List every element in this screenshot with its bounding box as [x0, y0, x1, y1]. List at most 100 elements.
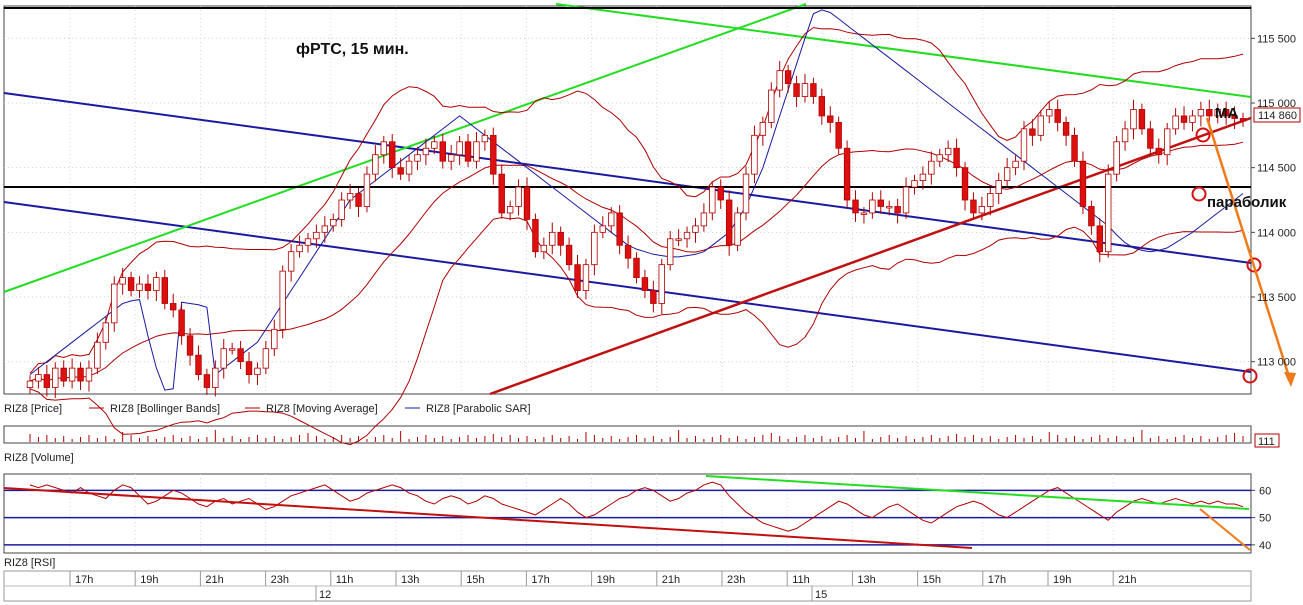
candle-up [700, 212, 708, 227]
last-price-box [1253, 107, 1301, 123]
candle-up [287, 251, 295, 272]
candle-up [254, 367, 261, 375]
time-tick-label: 13h [857, 574, 875, 586]
candle-up [869, 199, 876, 214]
candle-down [624, 244, 632, 259]
candle-up [582, 264, 590, 291]
candle-up [1037, 115, 1045, 136]
candle-down [1138, 109, 1146, 130]
forecast-arrow-head [1284, 372, 1296, 387]
time-tick-label: 19h [140, 574, 158, 586]
candle-up [540, 244, 548, 253]
candle-down [1062, 122, 1070, 136]
candle-down [355, 193, 362, 207]
candle-down [616, 212, 623, 246]
candle-down [835, 122, 842, 149]
candle-up [431, 141, 438, 149]
rsi-tick-label: 60 [1259, 485, 1271, 497]
candle-up [119, 277, 126, 285]
candle-up [776, 70, 783, 91]
parabolic-annotation: параболик [1207, 194, 1287, 211]
candle-up [1012, 160, 1019, 169]
time-tick-label: 23h [727, 574, 745, 586]
candle-down [195, 354, 202, 376]
candle-up [658, 264, 665, 304]
candle-down [1147, 128, 1154, 149]
candle-up [313, 231, 320, 240]
candle-up [380, 141, 387, 156]
candle-up [321, 225, 329, 233]
candle-up [549, 231, 556, 246]
candle-up [279, 270, 286, 330]
legend-ma: RIZ8 [Moving Average] [266, 403, 378, 415]
price-tick-label: 114 500 [1257, 163, 1296, 175]
forecast-arrow-line [1205, 117, 1293, 384]
candle-up [1046, 109, 1053, 117]
candle-down [810, 83, 817, 97]
candle-down [464, 141, 472, 162]
candle-up [515, 186, 522, 207]
candle-up [666, 238, 674, 266]
price-tick-label: 115 000 [1257, 98, 1296, 110]
candle-up [944, 147, 952, 156]
channel-lower-line [3, 201, 1252, 373]
candle-down [784, 70, 792, 84]
candle-down [43, 374, 51, 388]
chart-title: фРТС, 15 мин. [296, 41, 409, 58]
candle-up [102, 322, 110, 343]
time-tick-label: 21h [662, 574, 680, 586]
candle-up [220, 348, 227, 369]
candle-down [1054, 109, 1061, 123]
candle-up [1189, 115, 1196, 123]
candle-up [734, 212, 741, 246]
candle-down [717, 186, 724, 201]
candle-up [886, 206, 893, 209]
candle-up [608, 212, 615, 227]
red-support-line [489, 116, 1252, 396]
candle-up [26, 380, 34, 388]
candle-up [742, 173, 750, 214]
candle-down [532, 218, 539, 253]
candle-up [456, 141, 463, 156]
candle-up [346, 193, 354, 201]
candle-up [987, 193, 994, 207]
candle-down [186, 335, 194, 356]
candle-down [818, 96, 826, 117]
candle-down [1206, 109, 1213, 117]
candle-down [1239, 118, 1247, 122]
candle-up [262, 348, 270, 369]
candle-up [447, 154, 455, 162]
candle-down [1231, 115, 1238, 119]
candle-down [1180, 115, 1188, 123]
candle-down [650, 290, 657, 304]
rsi-tick-label: 40 [1259, 540, 1271, 552]
candle-up [902, 186, 910, 214]
candle-down [641, 277, 649, 291]
time-tick-label: 19h [1053, 574, 1071, 586]
candle-up [228, 348, 236, 351]
channel-upper-line [3, 92, 1252, 264]
marker-circle [1246, 257, 1262, 273]
candle-up [52, 367, 59, 388]
candle-up [683, 231, 691, 240]
candle-up [675, 238, 682, 241]
parabolic-sar-line [29, 9, 1244, 391]
time-tick-label: 21h [205, 574, 223, 586]
candle-down [389, 141, 396, 169]
candle-up [801, 83, 809, 97]
candle-up [1003, 167, 1011, 182]
candle-down [60, 367, 67, 382]
candle-up [1113, 141, 1120, 175]
green-trend-down [555, 3, 1252, 98]
candle-up [212, 367, 219, 388]
marker-circle [1195, 127, 1211, 143]
candle-down [953, 147, 960, 169]
candle-up [1163, 128, 1171, 156]
candle-down [498, 173, 505, 214]
candle-up [271, 328, 278, 350]
candle-down [245, 361, 253, 375]
candle-up [591, 231, 598, 266]
time-tick-label: 11h [336, 574, 354, 586]
candle-up [338, 199, 345, 220]
candle-down [1096, 225, 1103, 253]
